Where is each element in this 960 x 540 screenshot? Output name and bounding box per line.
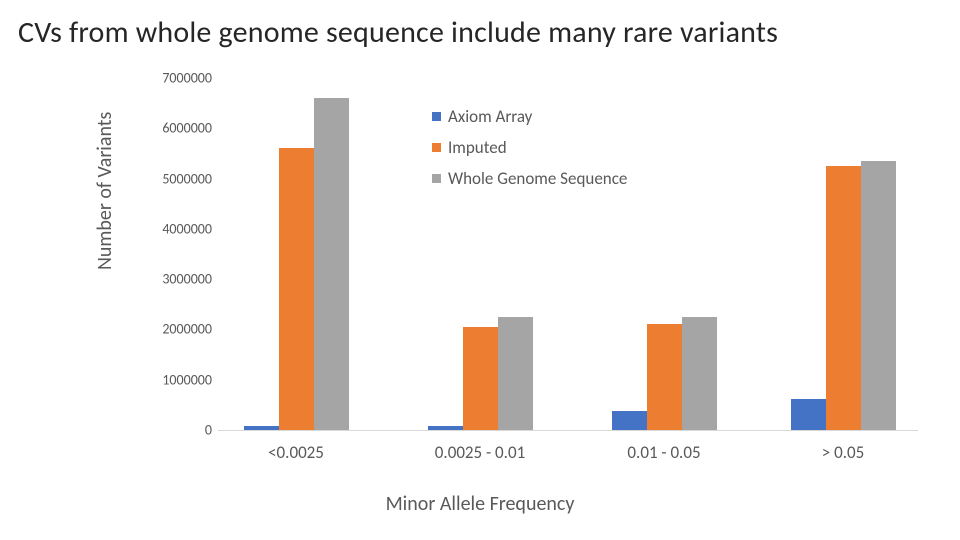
x-tick-label: 0.0025 - 0.01: [435, 442, 525, 463]
y-tick-label: 1000000: [132, 371, 212, 388]
bar: [314, 98, 349, 430]
y-tick-label: 3000000: [132, 271, 212, 288]
bar: [498, 317, 533, 430]
legend-swatch: [432, 174, 441, 183]
legend-item: Imputed: [432, 137, 627, 158]
slide: CVs from whole genome sequence include m…: [0, 0, 960, 540]
bar: [861, 161, 896, 430]
page-title: CVs from whole genome sequence include m…: [18, 14, 778, 51]
legend-swatch: [432, 143, 441, 152]
x-tick-label: 0.01 - 0.05: [627, 442, 700, 463]
bar: [279, 148, 314, 430]
legend-label: Whole Genome Sequence: [448, 168, 627, 189]
legend-label: Imputed: [448, 137, 507, 158]
y-tick-label: 6000000: [132, 120, 212, 137]
bar: [791, 399, 826, 430]
y-tick-label: 2000000: [132, 321, 212, 338]
y-tick-label: 5000000: [132, 170, 212, 187]
y-tick-label: 7000000: [132, 70, 212, 87]
legend-label: Axiom Array: [448, 106, 532, 127]
bar: [647, 324, 682, 430]
bar: [612, 411, 647, 430]
bar: [428, 426, 463, 430]
bar: [244, 426, 279, 430]
y-axis-label: Number of Variants: [93, 112, 117, 270]
bar-group: [791, 78, 896, 430]
x-tick-label: <0.0025: [268, 442, 324, 463]
legend: Axiom Array Imputed Whole Genome Sequence: [432, 106, 627, 199]
y-tick-label: 4000000: [132, 220, 212, 237]
x-axis-label: Minor Allele Frequency: [0, 492, 960, 516]
bar: [463, 327, 498, 430]
x-tick-label: > 0.05: [822, 442, 864, 463]
legend-swatch: [432, 112, 441, 121]
bar: [826, 166, 861, 430]
legend-item: Axiom Array: [432, 106, 627, 127]
bar-group: [244, 78, 349, 430]
y-tick-label: 0: [132, 422, 212, 439]
bar: [682, 317, 717, 430]
legend-item: Whole Genome Sequence: [432, 168, 627, 189]
